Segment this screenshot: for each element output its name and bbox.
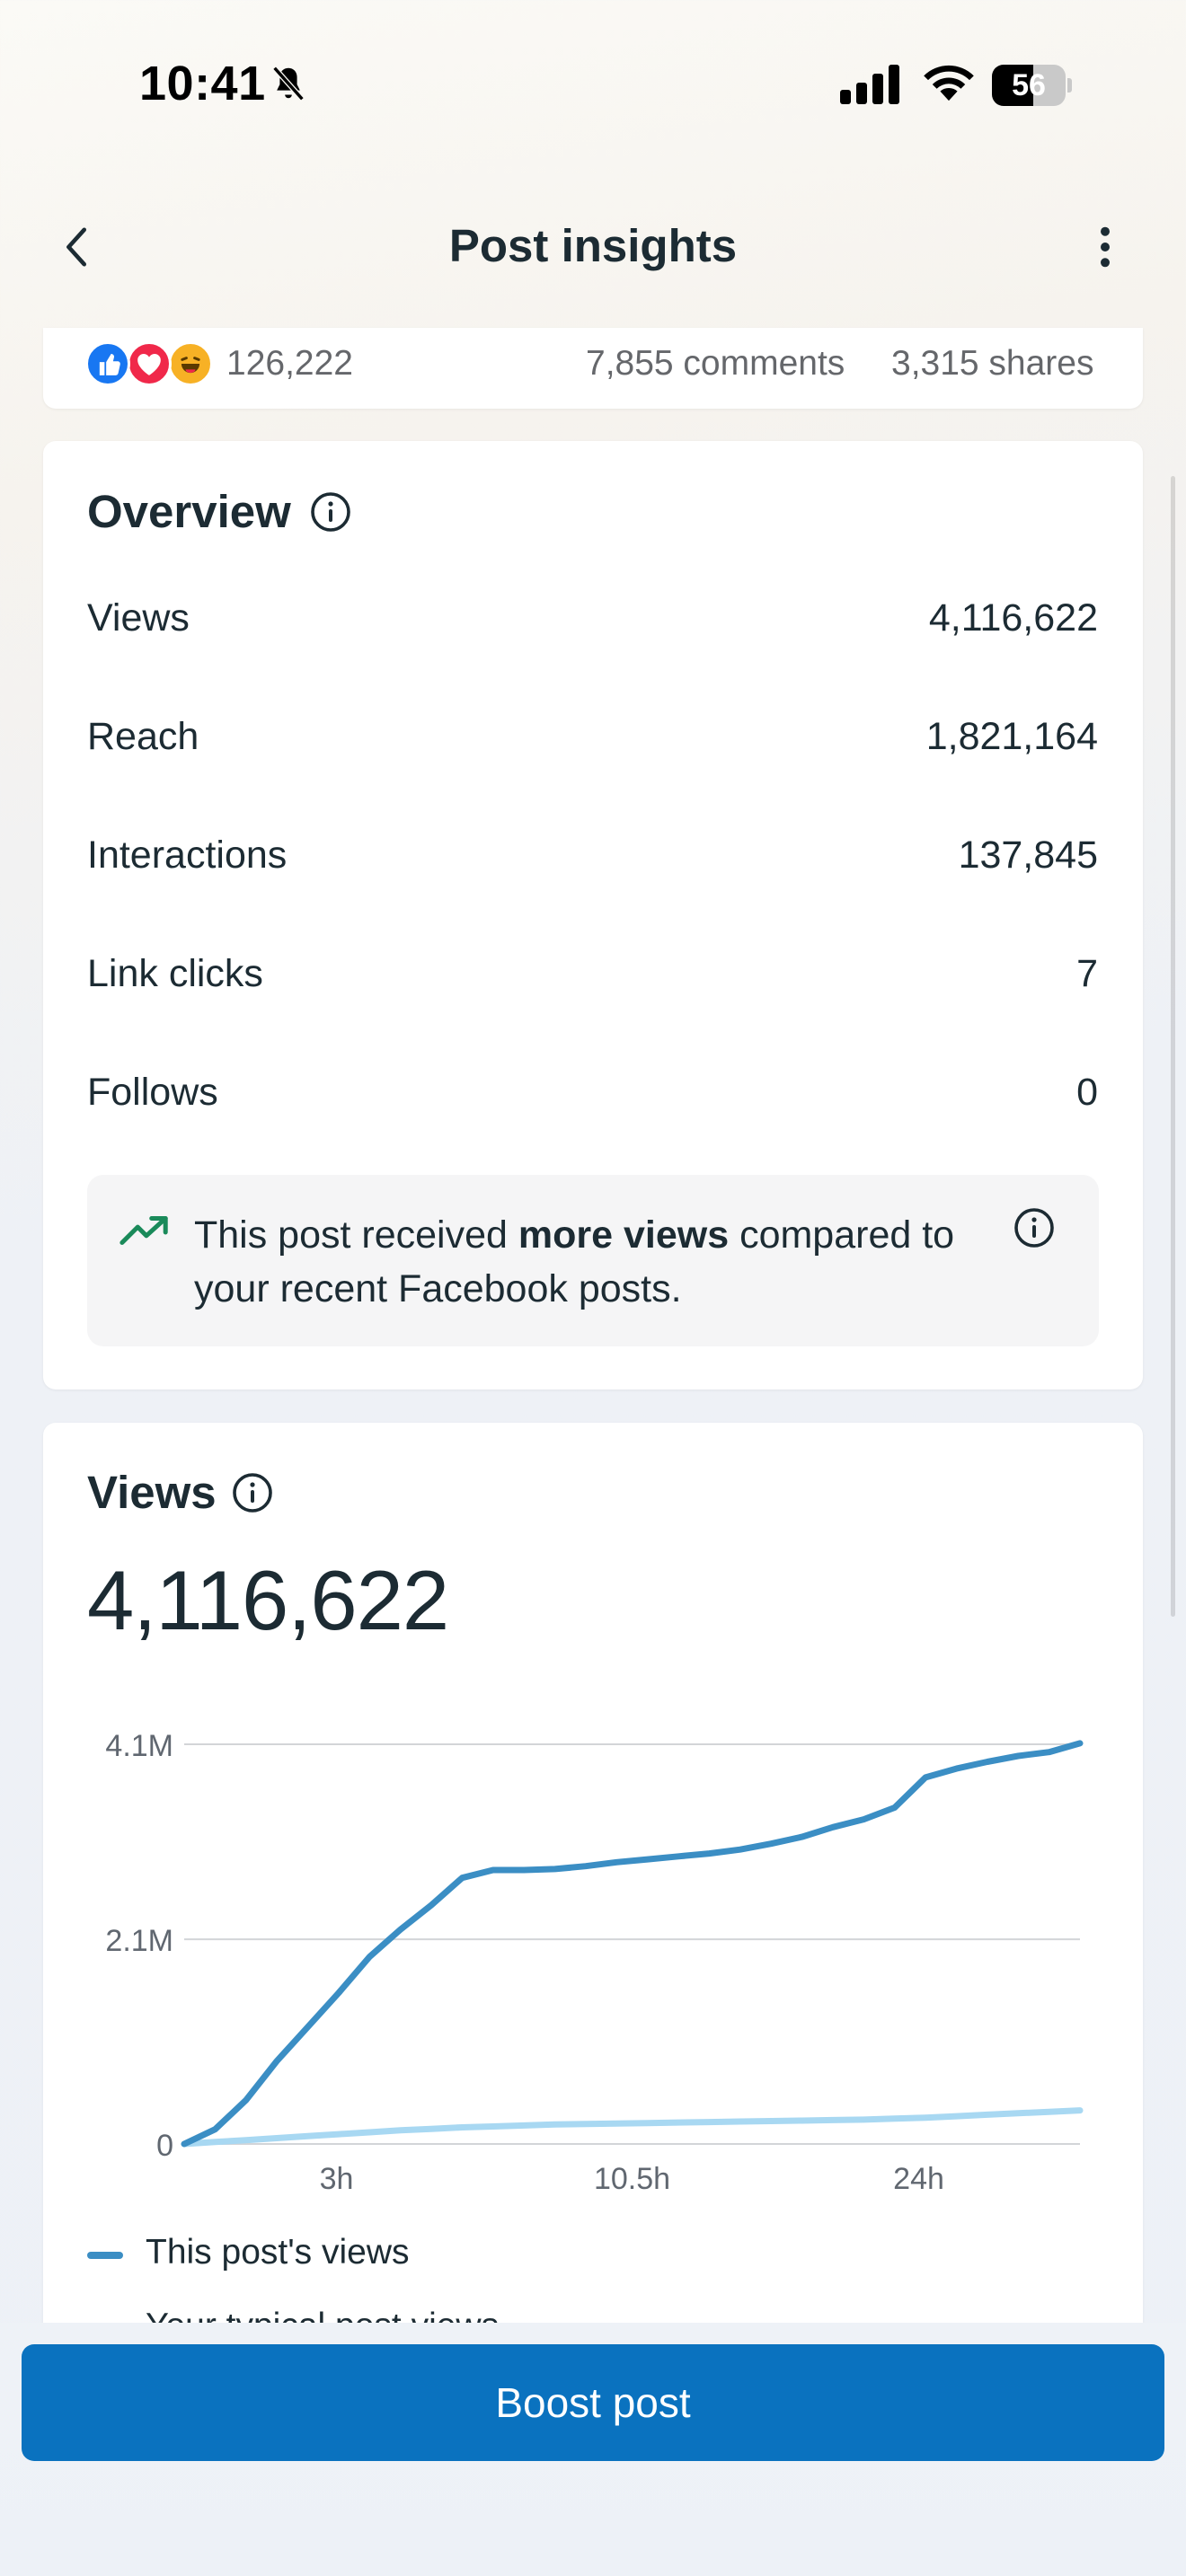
wifi-icon: [924, 65, 974, 101]
views-line-chart: 0 2.1M 4.1M 3h 10.5h 24h: [105, 1729, 1084, 2196]
comments-count[interactable]: 7,855 comments: [586, 344, 845, 383]
metric-label-follows: Follows: [87, 1071, 218, 1114]
y-tick-label: 2.1M: [105, 1924, 173, 1958]
info-icon[interactable]: [309, 490, 352, 534]
more-options-icon[interactable]: [1087, 225, 1123, 269]
metric-label-link-clicks: Link clicks: [87, 952, 263, 995]
scrollbar[interactable]: [1171, 476, 1175, 1617]
views-info-icon[interactable]: [231, 1471, 274, 1514]
insight-highlight: more views: [518, 1213, 730, 1257]
reaction-count[interactable]: 126,222: [226, 344, 353, 383]
x-tick-label: 3h: [320, 2162, 354, 2196]
reactions-group[interactable]: [85, 341, 220, 388]
legend-swatch-this-post: [87, 2252, 123, 2259]
metric-label-reach: Reach: [87, 715, 199, 758]
insight-callout: [87, 1175, 1099, 1346]
series-line: [181, 1740, 1084, 2148]
overview-title: Overview: [87, 486, 291, 537]
page-title: Post insights: [448, 220, 738, 271]
series-line: [181, 2107, 1084, 2148]
views-title: Views: [87, 1467, 217, 1518]
haha-reaction-icon: [168, 341, 213, 386]
y-tick-label: 4.1M: [105, 1729, 173, 1763]
love-reaction-icon: [127, 341, 172, 386]
metric-value-link-clicks: 7: [1076, 952, 1098, 995]
back-chevron-icon[interactable]: [59, 225, 95, 269]
status-time: 10:41: [139, 57, 266, 110]
like-reaction-icon: [85, 341, 130, 386]
metric-label-interactions: Interactions: [87, 834, 288, 877]
x-tick-label: 24h: [893, 2162, 944, 2196]
y-tick-label: 0: [156, 2129, 173, 2163]
metric-value-reach: 1,821,164: [925, 715, 1098, 758]
cellular-signal-icon: [840, 65, 899, 104]
battery-level: 56: [1012, 68, 1046, 102]
legend-label-this-post: This post's views: [146, 2233, 410, 2272]
trending-up-icon: [119, 1215, 168, 1246]
x-tick-label: 10.5h: [594, 2162, 670, 2196]
metric-label-views: Views: [87, 596, 190, 640]
legend-label-typical-post: Your typical post views: [146, 2307, 499, 2323]
insight-text: This post received more views compared t…: [194, 1213, 955, 1310]
metric-value-views: 4,116,622: [928, 596, 1098, 640]
bell-muted-icon: [272, 66, 305, 101]
metric-value-follows: 0: [1076, 1071, 1098, 1114]
shares-count[interactable]: 3,315 shares: [891, 344, 1094, 383]
insight-info-icon[interactable]: [1013, 1206, 1056, 1249]
views-total: 4,116,622: [87, 1553, 449, 1647]
post-summary-card: [43, 328, 1143, 409]
metric-value-interactions: 137,845: [958, 834, 1098, 877]
battery-icon: 56: [992, 65, 1072, 106]
boost-post-button[interactable]: Boost post: [22, 2344, 1164, 2461]
